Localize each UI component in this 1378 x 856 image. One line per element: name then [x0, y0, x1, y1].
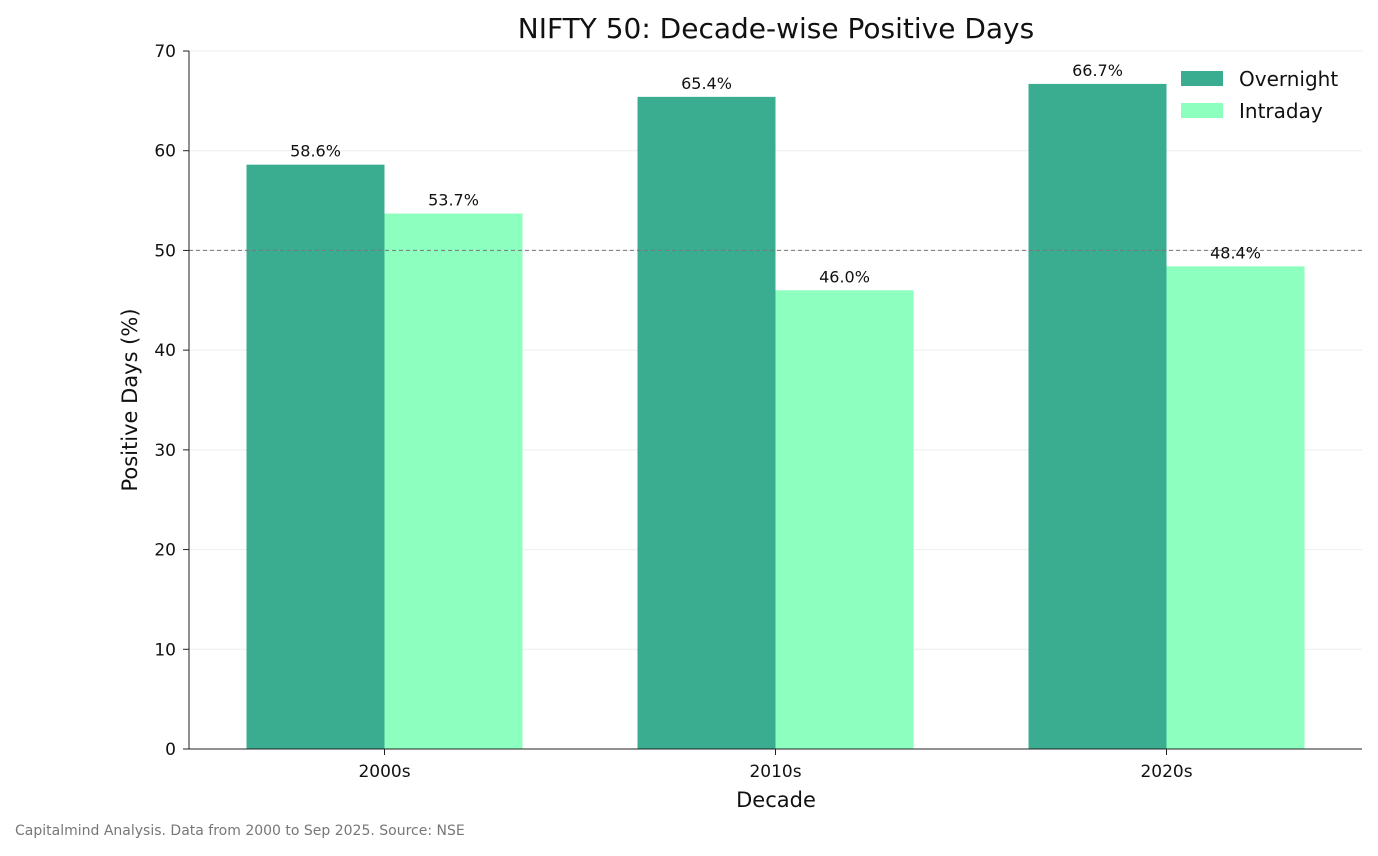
- y-tick-label-60: 60: [154, 142, 176, 162]
- bar-intraday-2010s: [775, 290, 914, 749]
- legend: Overnight Intraday: [1181, 67, 1338, 123]
- legend-swatch-overnight: [1181, 71, 1223, 86]
- bar-label-overnight-2010s: 65.4%: [681, 74, 732, 93]
- y-tick-label-0: 0: [165, 740, 176, 760]
- y-tick-label-10: 10: [154, 640, 176, 660]
- legend-swatch-intraday: [1181, 103, 1223, 118]
- y-ticks: 0 10 20 30 40 50 60 70: [154, 42, 189, 760]
- bar-overnight-2010s: [637, 96, 776, 749]
- bar-label-intraday-2010s: 46.0%: [819, 267, 870, 286]
- bar-label-overnight-2020s: 66.7%: [1072, 61, 1123, 80]
- x-tick-label-2020s: 2020s: [1140, 762, 1192, 782]
- y-tick-label-70: 70: [154, 42, 176, 62]
- chart-title: NIFTY 50: Decade-wise Positive Days: [518, 12, 1034, 45]
- bar-intraday-2020s: [1166, 266, 1305, 749]
- y-tick-label-50: 50: [154, 241, 176, 261]
- x-axis-label: Decade: [736, 788, 816, 812]
- y-tick-label-20: 20: [154, 541, 176, 561]
- y-tick-label-30: 30: [154, 441, 176, 461]
- y-tick-label-40: 40: [154, 341, 176, 361]
- x-ticks: 2000s 2010s 2020s: [358, 749, 1193, 782]
- bar-label-overnight-2000s: 58.6%: [290, 142, 341, 161]
- y-axis-label: Positive Days (%): [118, 308, 142, 491]
- bar-overnight-2020s: [1028, 83, 1167, 750]
- bar-overnight-2000s: [246, 164, 385, 749]
- bars: [246, 83, 1305, 750]
- footnote: Capitalmind Analysis. Data from 2000 to …: [15, 823, 465, 839]
- x-tick-label-2000s: 2000s: [358, 762, 410, 782]
- bar-label-intraday-2020s: 48.4%: [1210, 243, 1261, 262]
- bar-labels: 58.6% 53.7% 65.4% 46.0% 66.7% 48.4%: [290, 61, 1261, 286]
- bar-label-intraday-2000s: 53.7%: [428, 191, 479, 210]
- x-tick-label-2010s: 2010s: [749, 762, 801, 782]
- bar-intraday-2000s: [384, 213, 523, 749]
- legend-label-overnight: Overnight: [1239, 67, 1338, 91]
- legend-label-intraday: Intraday: [1239, 99, 1323, 123]
